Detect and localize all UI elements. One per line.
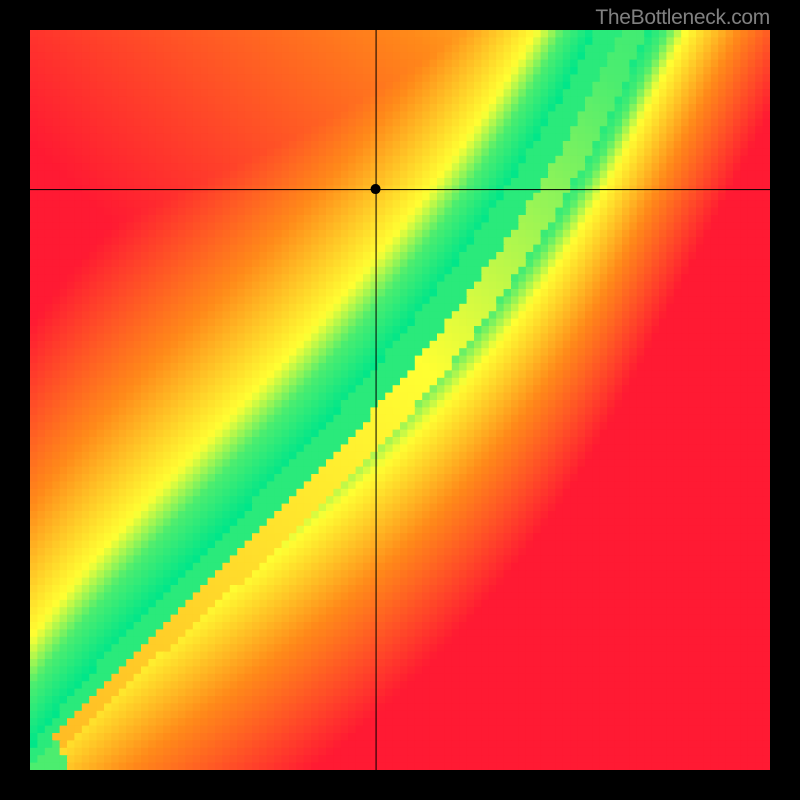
bottleneck-heatmap [30, 30, 770, 770]
watermark-text: TheBottleneck.com [595, 6, 770, 30]
chart-container: TheBottleneck.com [0, 0, 800, 800]
